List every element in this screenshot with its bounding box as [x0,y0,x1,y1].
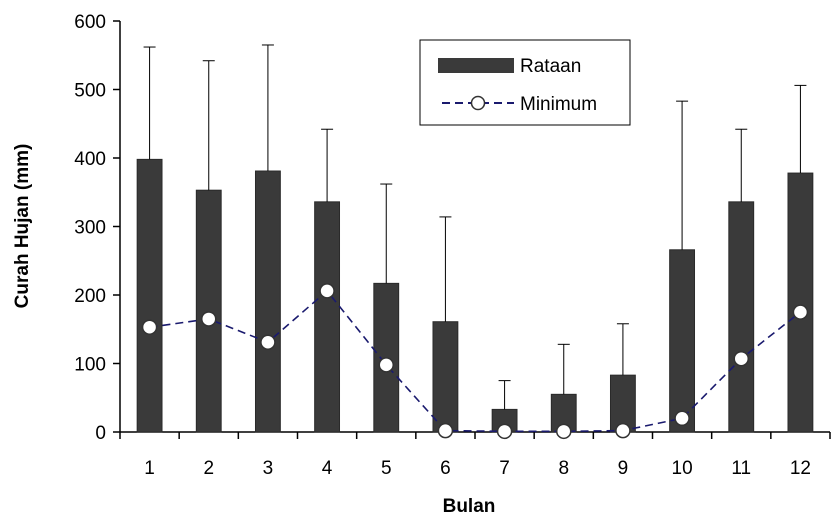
point-minimum [496,423,513,440]
y-tick-label: 100 [74,355,106,376]
bar-rataan [728,201,755,433]
x-tick-label: 2 [203,458,214,479]
legend-label-rataan: Rataan [520,56,581,77]
legend-box [419,39,631,126]
bar-rataan [254,170,281,433]
x-tick-label: 9 [618,458,629,479]
legend: Rataan Minimum [419,39,631,126]
point-minimum [792,304,809,320]
x-tick-label: 7 [499,458,510,479]
x-axis-title: Bulan [443,496,496,517]
point-minimum [378,357,394,373]
bar-rataan [136,158,163,433]
y-tick-label: 200 [74,286,106,307]
y-tick-label: 500 [74,81,106,102]
legend-swatch-rataan [438,58,514,73]
point-minimum [201,311,217,327]
x-tick-label: 5 [381,458,392,479]
line-minimum [141,283,809,440]
bar-rataan [195,189,222,433]
bar-rataan [432,321,459,433]
y-axis: 0 100 200 300 400 500 600 [74,12,121,444]
bar-rataan [669,249,696,433]
x-tick-label: 11 [731,458,751,479]
bar-rataan [787,172,814,433]
line-minimum-path [149,289,801,433]
x-tick-label: 12 [790,458,811,479]
point-minimum [260,334,276,351]
x-tick-label: 10 [672,458,693,479]
legend-marker-minimum [470,95,486,111]
y-tick-label: 0 [95,423,106,444]
x-tick-label: 4 [322,458,333,479]
y-tick-label: 600 [74,12,106,33]
y-tick-label: 300 [74,218,106,239]
point-minimum [615,422,631,439]
legend-label-minimum: Minimum [520,94,597,115]
bars-rataan [136,158,814,433]
point-minimum [556,423,572,440]
y-tick-label: 400 [74,149,106,170]
y-axis-title: Curah Hujan (mm) [12,144,33,309]
x-tick-label: 3 [263,458,274,479]
bar-rataan [314,201,341,433]
error-bars [143,44,807,410]
point-minimum [674,410,690,427]
x-tick-label: 6 [440,458,451,479]
x-axis: 1 2 3 4 5 6 7 8 9 10 11 12 [119,431,831,479]
point-minimum [319,283,335,299]
x-tick-label: 8 [558,458,569,479]
point-minimum [437,422,454,439]
point-minimum [141,319,158,335]
x-tick-label: 1 [144,458,155,479]
point-minimum [733,350,749,367]
